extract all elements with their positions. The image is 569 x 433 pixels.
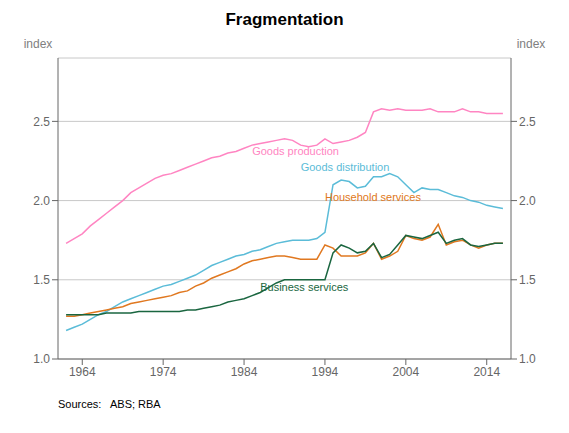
- svg-text:2004: 2004: [392, 365, 419, 379]
- svg-text:1984: 1984: [231, 365, 258, 379]
- svg-text:2.0: 2.0: [33, 194, 50, 208]
- svg-text:2.5: 2.5: [519, 115, 536, 129]
- svg-text:1.0: 1.0: [33, 352, 50, 366]
- svg-text:index: index: [24, 37, 53, 51]
- svg-text:Goods production: Goods production: [252, 145, 339, 157]
- svg-text:1974: 1974: [150, 365, 177, 379]
- svg-text:Business services: Business services: [260, 281, 349, 293]
- svg-text:1.5: 1.5: [519, 273, 536, 287]
- svg-text:1964: 1964: [69, 365, 96, 379]
- svg-text:1.0: 1.0: [519, 352, 536, 366]
- html-text:Sources: ABS; RBA: Sources: ABS; RBA: [58, 398, 161, 410]
- svg-text:Household services: Household services: [325, 191, 421, 203]
- svg-text:2.5: 2.5: [33, 115, 50, 129]
- svg-text:1994: 1994: [312, 365, 339, 379]
- html-text:Fragmentation: Fragmentation: [225, 10, 344, 29]
- svg-text:Goods distribution: Goods distribution: [301, 161, 390, 173]
- svg-text:index: index: [517, 37, 546, 51]
- svg-text:2014: 2014: [473, 365, 500, 379]
- svg-text:2.0: 2.0: [519, 194, 536, 208]
- svg-text:1.5: 1.5: [33, 273, 50, 287]
